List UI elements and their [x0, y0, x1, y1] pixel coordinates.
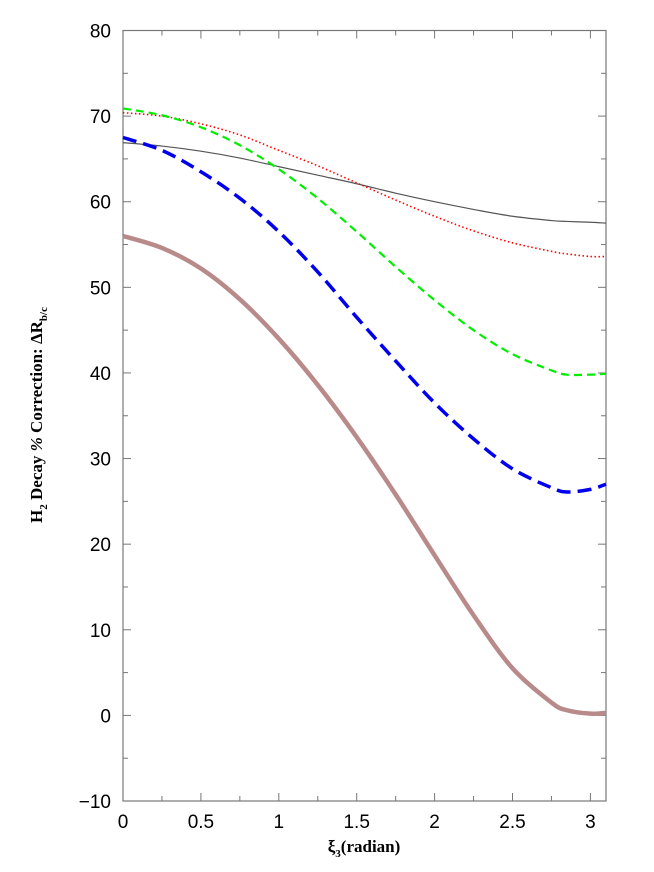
x-axis-title: ξ3(radian) [328, 837, 401, 860]
y-axis-title: H2 Decay % Correction: ΔRb/c [27, 307, 50, 523]
y-tick-label: 30 [90, 450, 111, 471]
series-black-solid-thin [122, 142, 607, 224]
y-tick-label: 50 [90, 278, 111, 299]
y-tick-label: 70 [90, 107, 111, 128]
x-tick-label: 2 [429, 812, 440, 833]
x-tick-label: 1 [274, 812, 285, 833]
series-blue-long-dashed [122, 135, 607, 494]
y-tick-label: 20 [90, 535, 111, 556]
y-tick-label: 0 [100, 706, 111, 727]
y-tick-label: 80 [90, 22, 111, 43]
y-tick-label: 10 [90, 621, 111, 642]
x-tick-label: 1.5 [343, 812, 369, 833]
axis-ticks [122, 30, 606, 802]
x-tick-label: 0 [118, 812, 129, 833]
series-red-dotted [122, 111, 606, 258]
x-tick-label: 2.5 [499, 812, 525, 833]
y-tick-labels: −10 0 10 20 30 40 50 60 70 80 [79, 22, 111, 814]
y-tick-label: −10 [79, 792, 111, 813]
series-green-dashed [122, 107, 607, 377]
y-tick-label: 40 [90, 364, 111, 385]
x-tick-label: 3 [585, 812, 596, 833]
series-brown-solid-thick [122, 233, 607, 717]
x-tick-labels: 0 0.5 1 1.5 2 2.5 3 [118, 812, 596, 833]
x-tick-label: 0.5 [188, 812, 214, 833]
data-series [122, 107, 607, 717]
y-tick-label: 60 [90, 193, 111, 214]
